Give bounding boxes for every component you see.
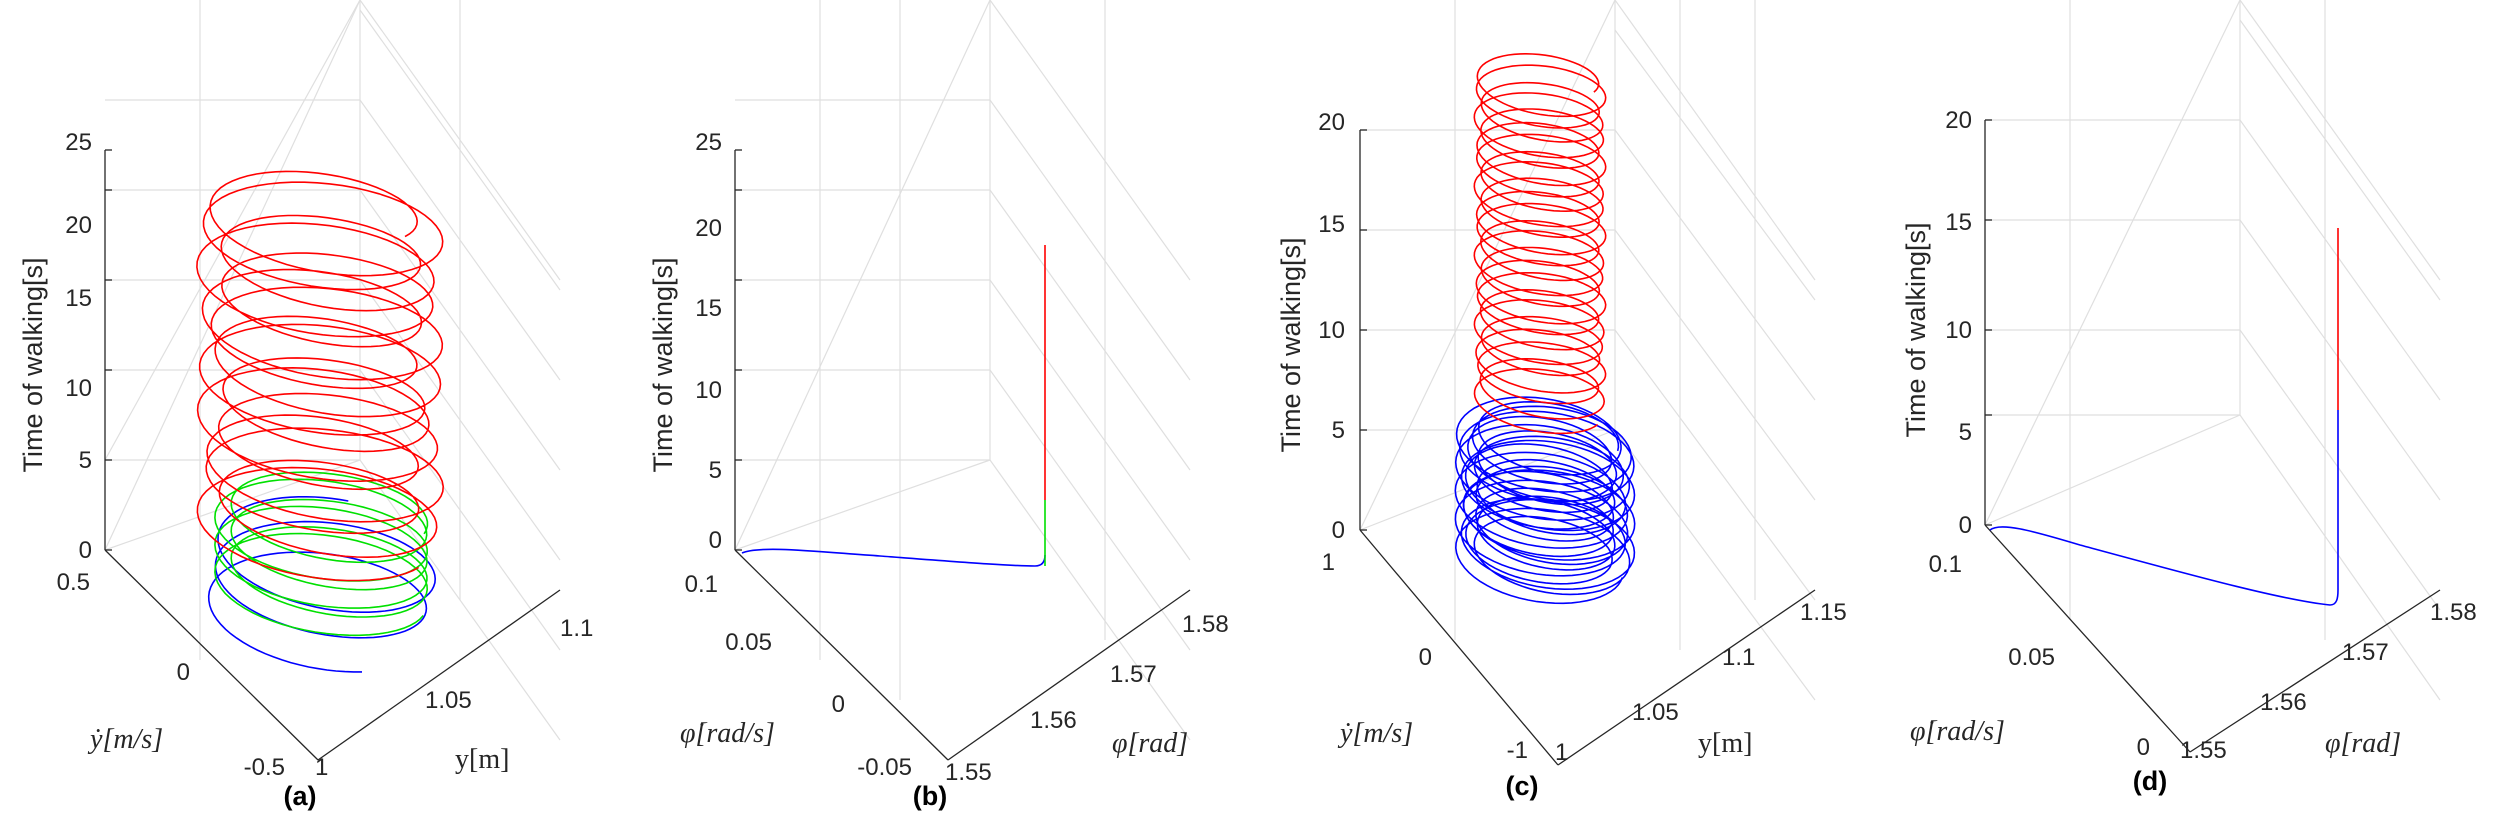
panel-d-ztick-1: 5: [1959, 419, 1972, 446]
panel-c-axes: [1359, 129, 1816, 766]
panel-a-ztick-3: 15: [65, 285, 92, 312]
panel-a-axes: [104, 149, 561, 761]
panel-d-xlabel: φ[rad]: [2325, 728, 2401, 759]
panel-b-xlabel: φ[rad]: [1112, 728, 1188, 759]
panel-a-ztick-5: 25: [65, 129, 92, 156]
panel-a-label: (a): [284, 781, 317, 811]
panel-a-ylabel: ẏ[m/s]: [87, 724, 163, 755]
panel-d-axes: [1984, 119, 2441, 753]
panel-a-zlabel: Time of walking[s]: [18, 257, 48, 472]
panel-b-ztick-1: 5: [709, 457, 722, 484]
panel-d: 0 5 10 15 20 0.1 0.05 0 1.55 1.56 1.57 1…: [1901, 0, 2477, 796]
panel-c-xlabel: y[m]: [1698, 728, 1752, 759]
panel-c-grid: [1359, 0, 1816, 701]
panel-b-ztick-4: 20: [695, 215, 722, 242]
panel-d-ytick-1: 0.05: [2008, 644, 2055, 671]
panel-a: 0 5 10 15 20 25 0.5 0 -0.5 1 1.05 1.1 Ti…: [18, 0, 593, 811]
panel-a-ytick-2: -0.5: [244, 754, 285, 781]
panel-c-xtick-1: 1.05: [1632, 699, 1679, 726]
panel-d-xtick-2: 1.57: [2342, 639, 2389, 666]
panel-b-grid: [734, 0, 1191, 741]
panel-b-zlabel: Time of walking[s]: [648, 257, 678, 472]
panel-c-series-red: [1473, 52, 1607, 435]
panel-b-ztick-2: 10: [695, 377, 722, 404]
panel-b-ztick-3: 15: [695, 295, 722, 322]
panel-c-xtick-3: 1.15: [1800, 599, 1847, 626]
panel-b-ztick-0: 0: [709, 527, 722, 554]
panel-c-ytick-1: 0: [1419, 644, 1432, 671]
panel-c-series-blue: [1454, 396, 1636, 605]
panel-d-label: (d): [2133, 766, 2167, 796]
panel-d-ytick-0: 0.1: [1929, 551, 1962, 578]
panel-b-curves: [741, 245, 1046, 567]
panel-d-zlabel: Time of walking[s]: [1901, 222, 1931, 437]
panel-b-ztick-5: 25: [695, 129, 722, 156]
panel-a-ztick-1: 5: [79, 447, 92, 474]
panel-a-xtick-2: 1.1: [560, 615, 593, 642]
panel-a-curves: [196, 170, 445, 673]
panel-c-label: (c): [1506, 771, 1539, 801]
panel-b-xtick-0: 1.55: [945, 759, 992, 786]
panel-a-series-red: [196, 170, 445, 582]
panel-b-label: (b): [913, 781, 947, 811]
panel-a-ytick-1: 0: [177, 659, 190, 686]
panel-b-xtick-2: 1.57: [1110, 661, 1157, 688]
panel-d-xtick-1: 1.56: [2260, 689, 2307, 716]
panel-a-ztick-4: 20: [65, 212, 92, 239]
panel-c-ztick-1: 5: [1332, 417, 1345, 444]
panel-d-curves: [1989, 228, 2339, 606]
panel-d-ztick-0: 0: [1959, 512, 1972, 539]
panel-a-xlabel: y[m]: [455, 744, 509, 775]
panel-a-grid: [104, 0, 561, 741]
panel-a-xtick-0: 1: [315, 754, 328, 781]
panel-c-ytick-2: -1: [1507, 737, 1528, 764]
panel-d-grid: [1984, 0, 2441, 701]
panel-b-ytick-3: -0.05: [857, 754, 912, 781]
panel-d-ztick-2: 10: [1945, 317, 1972, 344]
panel-b-ytick-1: 0.05: [725, 629, 772, 656]
panel-d-xtick-3: 1.58: [2430, 599, 2477, 626]
panel-c-zlabel: Time of walking[s]: [1276, 237, 1306, 452]
panel-c-ylabel: ẏ[m/s]: [1337, 718, 1413, 749]
panel-c: 0 5 10 15 20 1 0 -1 1 1.05 1.1 1.15 Time…: [1276, 0, 1847, 801]
panel-d-ztick-3: 15: [1945, 209, 1972, 236]
panel-c-xtick-0: 1: [1555, 739, 1568, 766]
panel-c-ztick-2: 10: [1318, 317, 1345, 344]
panel-d-ztick-4: 20: [1945, 107, 1972, 134]
panel-c-ztick-4: 20: [1318, 109, 1345, 136]
panel-a-series-blue: [207, 496, 437, 673]
panel-d-ylabel: φ̇[rad/s]: [1910, 716, 2005, 747]
panel-b-xtick-3: 1.58: [1182, 611, 1229, 638]
panel-b-xtick-1: 1.56: [1030, 707, 1077, 734]
panel-b-series-blue: [741, 548, 1046, 567]
panel-c-ytick-0: 1: [1322, 549, 1335, 576]
panel-b-ytick-2: 0: [832, 691, 845, 718]
panel-c-curves: [1454, 52, 1636, 605]
panel-a-xtick-1: 1.05: [425, 687, 472, 714]
panel-b: 0 5 10 15 20 25 0.1 0.05 0 -0.05 1.55 1.…: [648, 0, 1229, 811]
panel-b-ytick-0: 0.1: [685, 571, 718, 598]
panel-c-ztick-0: 0: [1332, 517, 1345, 544]
panel-d-series-blue: [1989, 410, 2339, 606]
panel-b-axes: [734, 149, 1191, 761]
panel-c-xtick-2: 1.1: [1722, 644, 1755, 671]
panel-a-ztick-2: 10: [65, 375, 92, 402]
panel-a-ztick-0: 0: [79, 537, 92, 564]
panel-c-ztick-3: 15: [1318, 211, 1345, 238]
panel-a-ytick-0: 0.5: [57, 569, 90, 596]
panel-d-ytick-2: 0: [2137, 734, 2150, 761]
panel-d-xtick-0: 1.55: [2180, 737, 2227, 764]
panel-b-ylabel: φ̇[rad/s]: [680, 718, 775, 749]
